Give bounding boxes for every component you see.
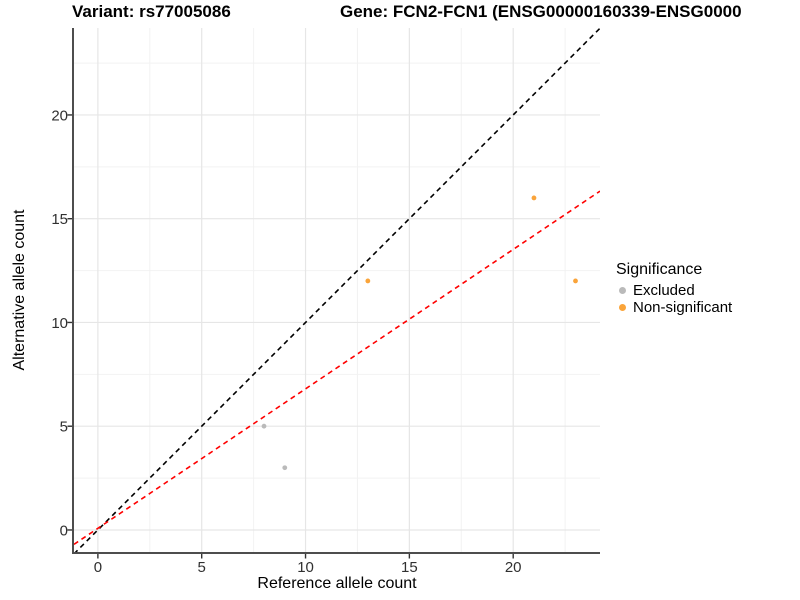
svg-text:20: 20: [51, 107, 68, 124]
legend-item-excluded: Excluded: [616, 282, 732, 299]
svg-text:15: 15: [401, 559, 418, 576]
excluded-point-icon: [619, 287, 626, 294]
gene-title: Gene: FCN2-FCN1 (ENSG00000160339-ENSG000…: [340, 2, 742, 21]
svg-text:0: 0: [94, 559, 102, 576]
legend: Significance Excluded Non-significant: [616, 261, 732, 316]
tick-marks: [67, 114, 514, 559]
svg-text:5: 5: [198, 559, 206, 576]
svg-text:0: 0: [60, 522, 68, 539]
data-point-non-significant: [573, 278, 578, 284]
variant-title: Variant: rs77005086: [72, 2, 231, 21]
data-point-non-significant: [531, 195, 537, 201]
svg-text:5: 5: [60, 419, 68, 436]
non-significant-point-icon: [619, 304, 626, 311]
x-axis-title: Reference allele count: [257, 575, 417, 592]
legend-item-non-significant: Non-significant: [616, 299, 732, 316]
x-tick-labels: 0 5 10 15 20: [94, 559, 522, 576]
svg-text:10: 10: [51, 315, 68, 332]
legend-title: Significance: [616, 261, 703, 278]
data-point-excluded: [261, 423, 267, 429]
y-axis-title: Alternative allele count: [11, 209, 28, 371]
svg-text:20: 20: [505, 559, 522, 576]
fit-line: [74, 190, 600, 546]
reference-lines: [74, 28, 600, 553]
identity-line: [74, 28, 600, 553]
svg-text:15: 15: [51, 211, 68, 228]
y-tick-labels: 0 5 10 15 20: [51, 107, 68, 539]
gridlines-major: [74, 28, 600, 553]
data-point-non-significant: [365, 278, 371, 284]
axis-lines: [72, 28, 600, 554]
data-points: [261, 195, 578, 471]
legend-item-label: Excluded: [633, 282, 695, 299]
svg-text:10: 10: [297, 559, 314, 576]
legend-item-label: Non-significant: [633, 299, 733, 316]
data-point-excluded: [282, 465, 288, 471]
